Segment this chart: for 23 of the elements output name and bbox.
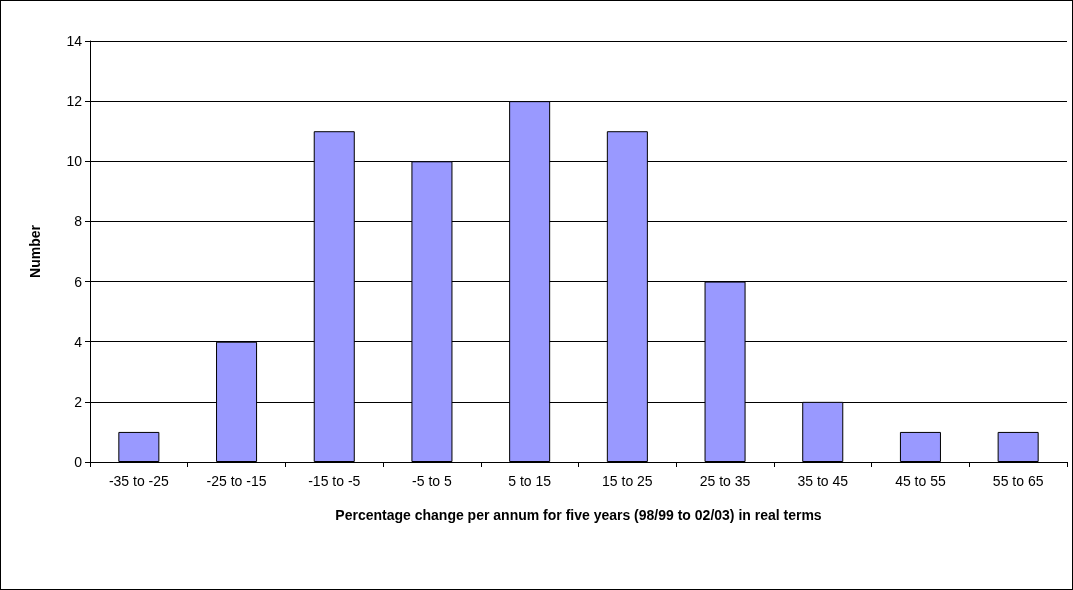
y-tick-label: 14	[66, 33, 83, 49]
x-tick-label: 5 to 15	[508, 473, 552, 489]
y-tick-label: 12	[66, 93, 83, 110]
bar	[899, 431, 941, 462]
bar	[118, 431, 160, 462]
y-tick-label: 6	[74, 273, 83, 290]
x-tick-label: -35 to -25	[108, 473, 170, 489]
y-tick-label: 4	[74, 333, 83, 350]
bar	[997, 431, 1039, 462]
x-tick-label: 55 to 65	[992, 473, 1044, 489]
y-tick-label: 10	[66, 153, 83, 170]
x-tick-label: -15 to -5	[308, 473, 361, 489]
x-tick-label: 25 to 35	[699, 473, 751, 489]
x-tick-label: 45 to 55	[895, 473, 946, 489]
y-tick-label: 8	[74, 213, 83, 230]
x-tick-label: -5 to 5	[412, 473, 452, 489]
y-axis-title: Number	[27, 224, 43, 278]
x-axis-title: Percentage change per annum for five years (98/99 to 02/03) in real terms	[335, 507, 822, 523]
y-tick-label: 2	[74, 393, 83, 410]
x-tick-label: 15 to 25	[602, 473, 653, 489]
y-tick-label: 0	[74, 454, 83, 470]
x-tick-label: -25 to -15	[206, 473, 267, 489]
x-tick-label: 35 to 45	[797, 473, 849, 489]
